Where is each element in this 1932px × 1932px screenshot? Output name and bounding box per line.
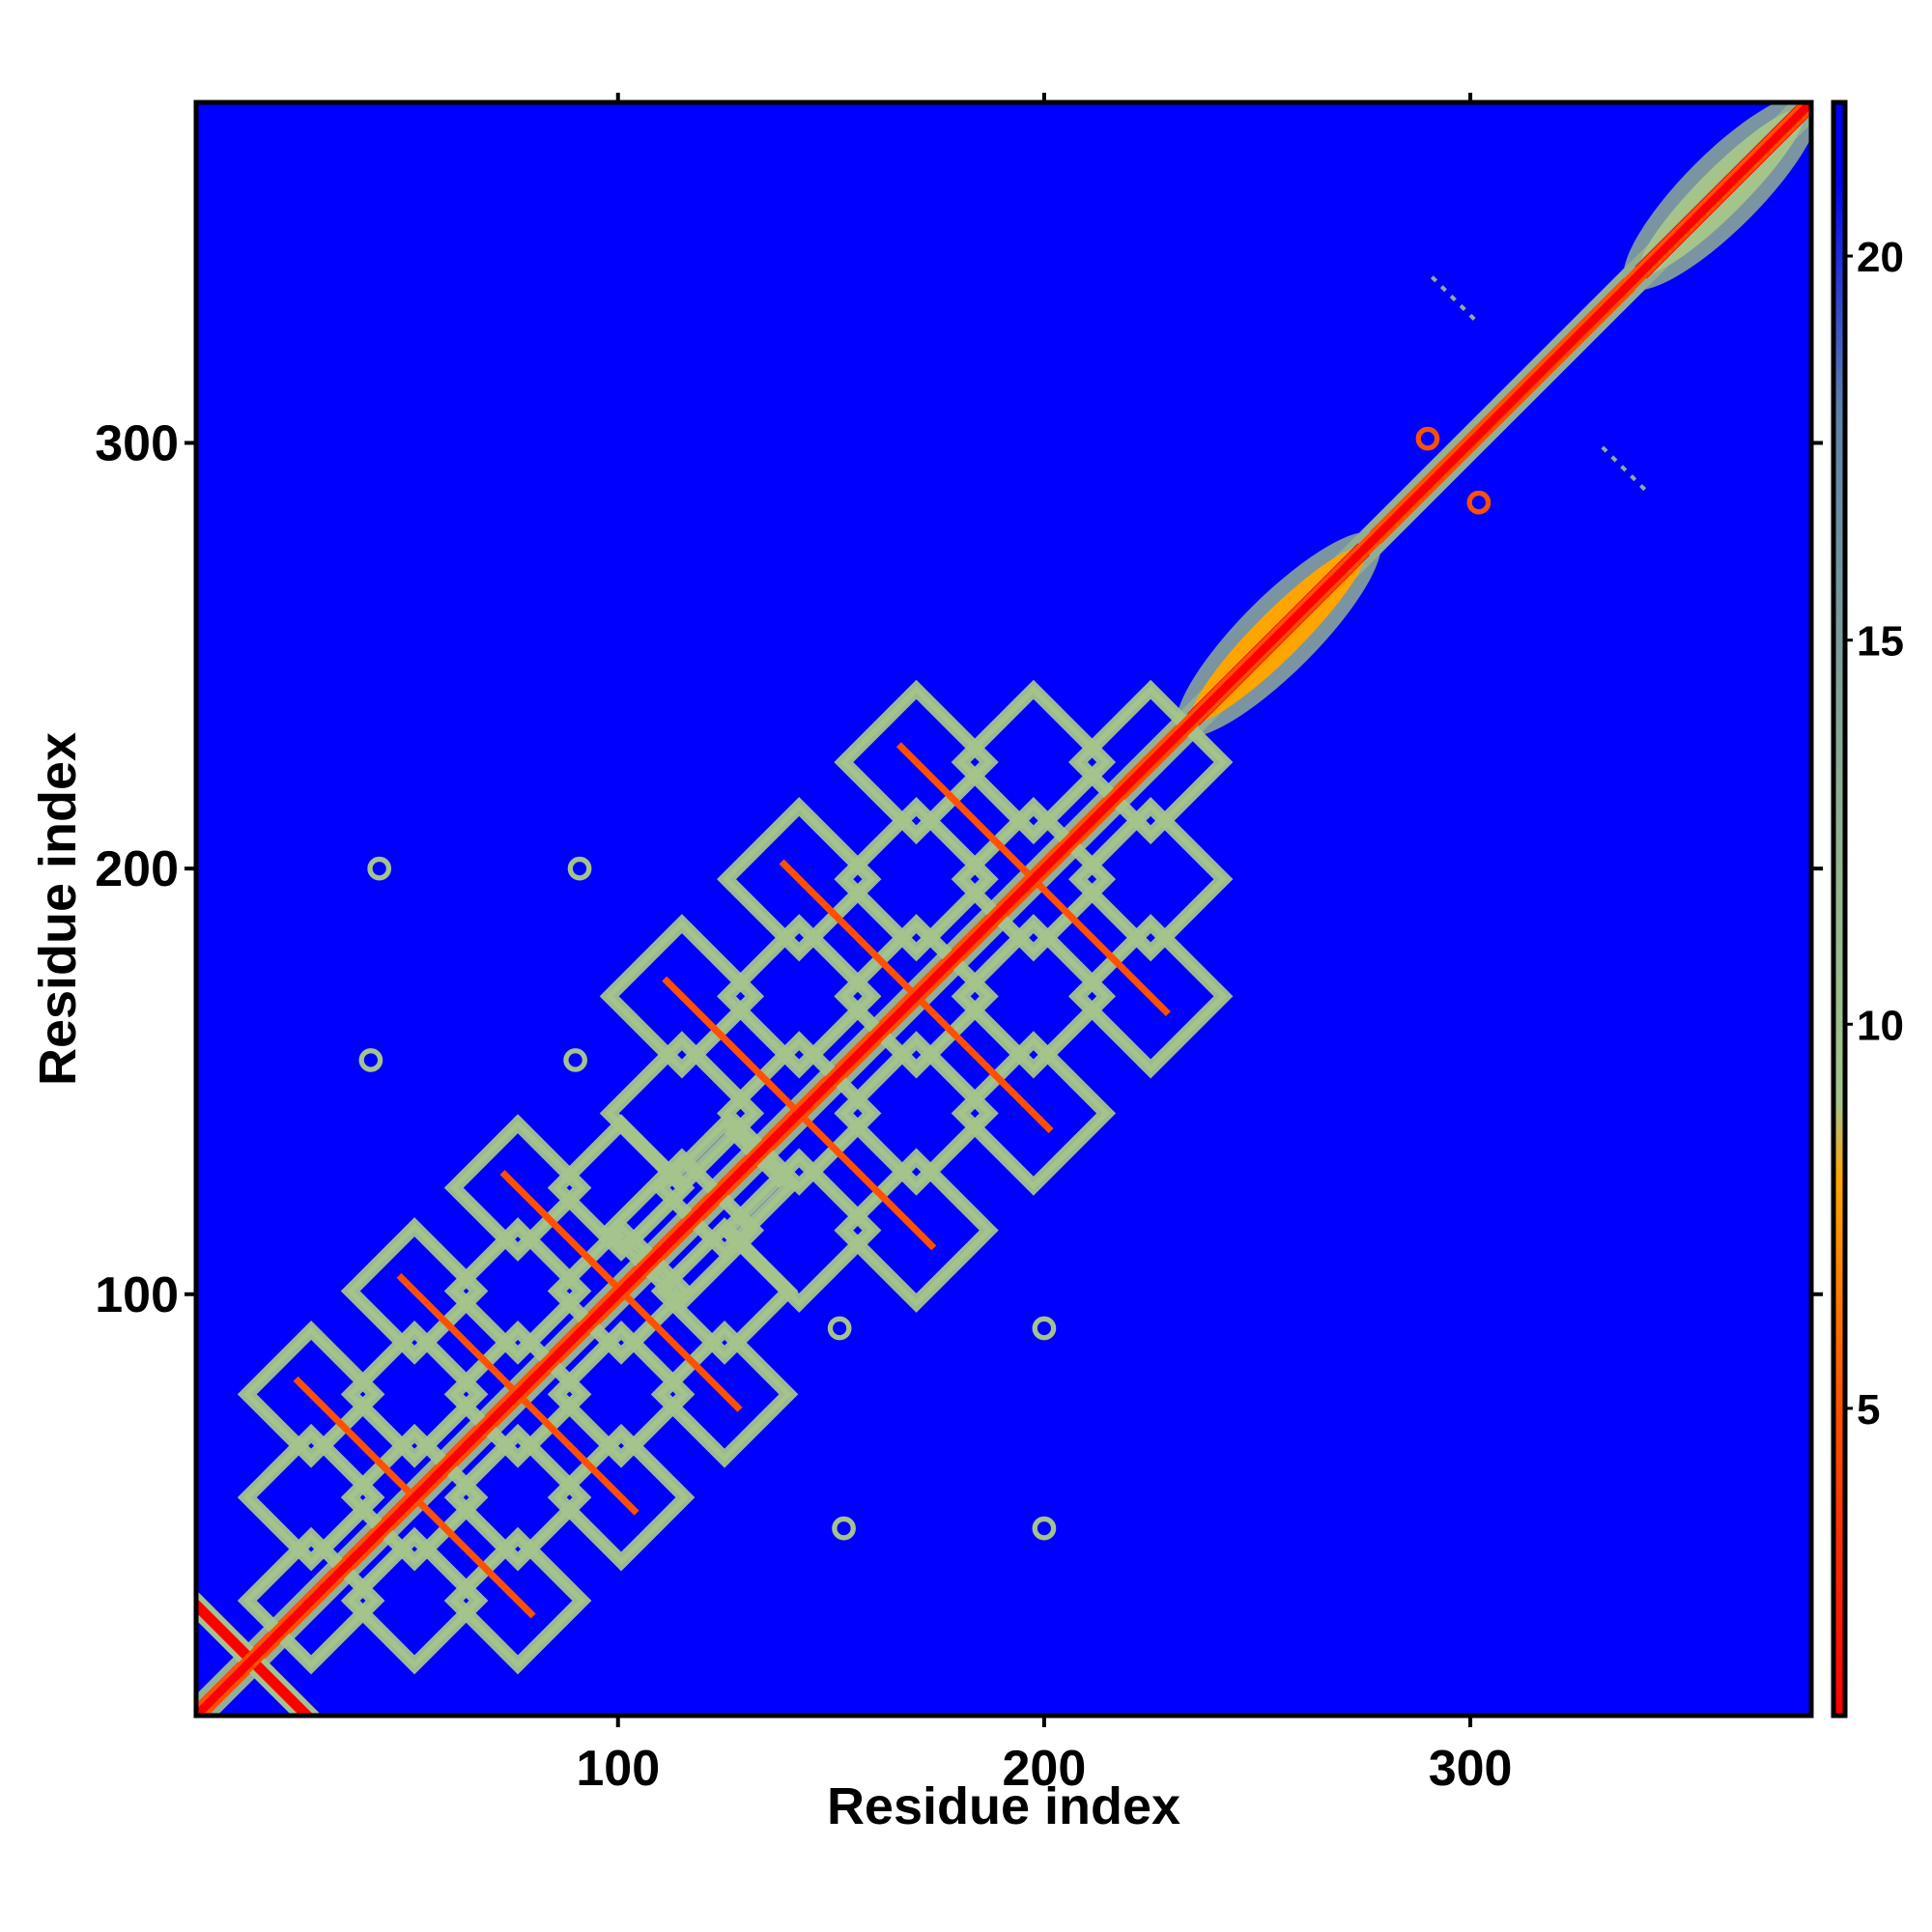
repeat-cell-inner <box>243 1532 380 1669</box>
colorbar-tick-label: 15 <box>1857 618 1904 666</box>
repeat-cell-inner <box>723 803 876 956</box>
repeat-cell-inner <box>1074 803 1228 956</box>
contact-spot <box>567 856 592 881</box>
repeat-strip <box>662 976 796 1110</box>
colorbar-tick-label: 20 <box>1857 234 1904 281</box>
repeat-cell-inner <box>450 1326 586 1463</box>
repeat-cell-inner <box>553 1430 690 1566</box>
repeat-strip <box>1037 882 1171 1017</box>
contact-spot <box>1466 490 1492 515</box>
repeat-cell-inner <box>347 1326 483 1463</box>
repeat-cell-inner <box>1074 686 1228 838</box>
repeat-cell-inner <box>347 1532 483 1669</box>
x-tick-label: 100 <box>576 1741 660 1797</box>
contact-spot <box>832 1516 856 1541</box>
repeat-cell-inner <box>839 803 993 956</box>
colorbar-tick-label: 10 <box>1857 1002 1904 1049</box>
y-axis: 100 200 300 <box>95 416 1823 1323</box>
repeat-cell-inner <box>450 1223 586 1359</box>
repeat-strip <box>416 1500 536 1619</box>
repeat-cell-inner <box>450 1120 586 1256</box>
repeat-cell-inner <box>723 1037 876 1190</box>
x-axis: 100 200 300 <box>576 93 1512 1797</box>
repeat-strip <box>623 1293 743 1412</box>
diagonal-top-core <box>196 102 1811 1716</box>
repeat-cell-inner <box>723 1153 876 1307</box>
repeat-cell-inner <box>839 1153 993 1307</box>
faint-contact <box>1430 275 1476 322</box>
repeat-cell-inner <box>839 920 993 1073</box>
repeat-cell-inner <box>243 1430 380 1566</box>
repeat-cell-inner <box>956 920 1110 1073</box>
repeat-cell-inner <box>450 1430 586 1566</box>
contact-spot <box>1032 1316 1057 1341</box>
contact-spot <box>563 1048 587 1072</box>
repeat-cell-inner <box>605 1037 758 1190</box>
repeat-cell-inner <box>605 1153 758 1307</box>
repeat-cell-inner <box>347 1223 483 1359</box>
repeat-cell-inner <box>839 1037 993 1190</box>
repeat-strip <box>293 1376 412 1495</box>
colorbar <box>1831 99 1848 1719</box>
repeat-strip <box>499 1170 619 1289</box>
repeat-cell-inner <box>347 1430 483 1566</box>
contact-spot <box>827 1316 852 1341</box>
repeat-cell-inner <box>956 803 1110 956</box>
repeat-cell-inner <box>656 1326 793 1463</box>
x-tick-label: 300 <box>1429 1741 1513 1797</box>
x-axis-label: Residue index <box>827 1777 1180 1835</box>
plot-frame <box>193 99 1814 1719</box>
repeat-cell-inner <box>605 920 758 1073</box>
contact-spot <box>367 856 392 881</box>
repeat-cell-inner <box>956 1037 1110 1190</box>
heatmap-layer <box>196 102 1811 1716</box>
repeat-cell-inner <box>553 1326 690 1463</box>
contact-spot <box>1032 1516 1057 1541</box>
repeat-strip <box>396 1272 516 1392</box>
repeat-strip <box>802 1117 937 1251</box>
y-tick-label: 200 <box>95 841 179 897</box>
x-tick-label: 200 <box>1003 1741 1087 1797</box>
y-tick-label: 300 <box>95 416 179 472</box>
repeat-cell-inner <box>1074 920 1228 1073</box>
repeat-cell-inner <box>450 1532 586 1669</box>
repeat-strip <box>520 1397 639 1516</box>
repeat-cell-inner <box>723 920 876 1073</box>
repeat-cell-inner <box>243 1326 380 1463</box>
repeat-domain <box>599 679 1234 1313</box>
repeat-cell-inner <box>553 1223 690 1359</box>
contact-spot <box>1415 426 1440 451</box>
repeat-strip <box>779 859 913 993</box>
y-tick-label: 100 <box>95 1267 179 1323</box>
repeat-cell-inner <box>839 686 993 838</box>
contact-spot <box>358 1048 384 1072</box>
colorbar-ticks: 5 10 15 20 <box>1845 234 1904 1434</box>
y-axis-label: Residue index <box>29 732 87 1086</box>
repeat-strip <box>920 999 1054 1134</box>
repeat-strip <box>895 742 1031 876</box>
faint-contact <box>1601 445 1647 492</box>
colorbar-tick-label: 5 <box>1857 1386 1880 1434</box>
repeat-cell-inner <box>956 686 1110 838</box>
